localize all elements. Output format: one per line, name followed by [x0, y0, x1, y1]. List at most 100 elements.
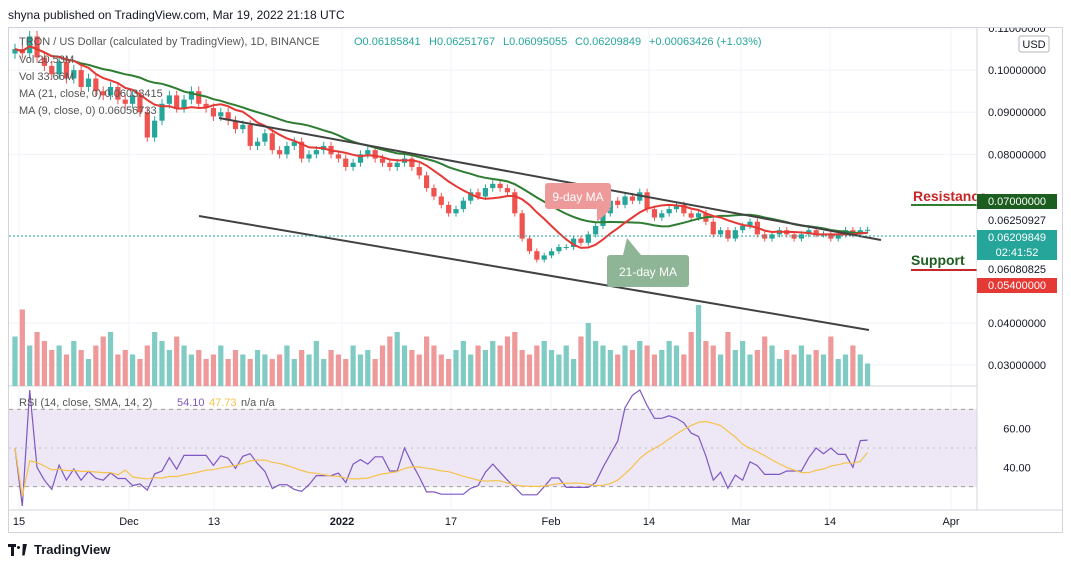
volume-bar	[357, 354, 364, 386]
time-axis[interactable]: 15 Dec 13 2022 17 Feb 14 Mar 14 Apr	[13, 516, 960, 528]
candle-body	[12, 49, 18, 54]
candle-body	[254, 141, 261, 146]
price-tag-2-text: 0.06080825	[988, 264, 1046, 276]
candle-body	[519, 213, 525, 239]
candle-body	[585, 234, 591, 243]
chart-canvas[interactable]: 9-day MA 21-day MA Resistance Support 0.…	[9, 23, 1062, 532]
time-tick-label: 17	[445, 516, 457, 528]
candle-body	[490, 183, 496, 189]
volume-bar	[622, 345, 628, 386]
vol1-label: Vol 20.53M	[19, 54, 74, 66]
candle-body	[424, 175, 430, 189]
candle-body	[813, 230, 819, 235]
volume-bar	[571, 359, 577, 386]
volume-bar	[291, 359, 297, 386]
candle-body	[468, 192, 474, 201]
candle-body	[482, 188, 488, 197]
volume-bar	[835, 359, 841, 386]
volume-bar	[350, 345, 356, 386]
ma9-callout: 9-day MA	[545, 183, 611, 222]
volume-bar	[328, 350, 334, 386]
candle-body	[622, 196, 628, 205]
rsi-na: n/a n/a	[241, 397, 276, 409]
price-tag-2: 0.06080825	[977, 262, 1057, 277]
candle-body	[196, 91, 202, 104]
volume-bar	[277, 354, 283, 386]
volume-bar	[446, 359, 452, 386]
volume-bar	[806, 354, 812, 386]
volume-bar	[629, 350, 635, 386]
candle-body	[152, 120, 158, 138]
volume-bar	[740, 341, 746, 386]
support-label: Support	[911, 252, 965, 268]
volume-bar	[541, 341, 547, 386]
volume-bar	[78, 350, 84, 386]
candle-body	[548, 251, 555, 256]
volume-bar	[115, 354, 121, 386]
volume-bar	[512, 332, 518, 386]
publisher-header: shyna published on TradingView.com, Mar …	[8, 8, 345, 22]
volume-bar	[600, 345, 606, 386]
volume-bar	[526, 354, 533, 386]
candle-body	[269, 133, 275, 151]
volume-bar	[556, 354, 562, 386]
candle-body	[306, 154, 312, 159]
volume-bar	[460, 341, 466, 386]
volume-bar	[762, 336, 768, 386]
resistance-price-tag: 0.07000000	[977, 194, 1057, 209]
volume-bar	[130, 354, 136, 386]
candle-body	[56, 61, 62, 75]
candle-body	[225, 112, 231, 121]
change-value: +0.00063426 (+1.03%)	[649, 36, 762, 48]
volume-bar	[490, 341, 496, 386]
rsi-line	[14, 389, 868, 507]
volume-bar	[313, 341, 319, 386]
volume-bar	[107, 332, 114, 386]
candle-body	[137, 95, 143, 113]
ma9-line	[14, 45, 868, 249]
candle-body	[115, 86, 121, 100]
price-tick-label: 0.11000000	[988, 28, 1045, 35]
candle-body	[732, 230, 738, 239]
volume-bar	[475, 345, 481, 386]
volume-bar	[593, 341, 599, 386]
ma9-legend: MA (9, close, 0) 0.06056733	[19, 105, 157, 117]
resistance-label: Resistance	[913, 188, 987, 204]
candle-body	[85, 78, 92, 87]
candle-body	[130, 95, 136, 104]
candle-body	[762, 234, 768, 239]
candle-body	[284, 145, 290, 155]
volume-bar	[247, 359, 253, 386]
candle-body	[615, 200, 621, 205]
volume-bar	[710, 345, 716, 386]
rsi-axis[interactable]: 60.00 40.00	[1003, 424, 1031, 475]
volume-bar	[49, 350, 55, 386]
volume-bar	[262, 354, 268, 386]
volume-bar	[409, 350, 415, 386]
volume-bar	[828, 336, 834, 386]
volume-bar	[453, 350, 459, 386]
candles	[12, 30, 871, 263]
support-price: 0.05400000	[988, 280, 1046, 292]
high-value: H0.06251767	[429, 36, 495, 48]
time-tick-label: Feb	[542, 516, 561, 528]
volume-bar	[431, 345, 437, 386]
candle-body	[563, 247, 569, 249]
chart-frame: 9-day MA 21-day MA Resistance Support 0.…	[8, 23, 1063, 533]
candle-body	[372, 150, 378, 159]
volume-bar	[93, 345, 99, 386]
volume-bar	[754, 350, 760, 386]
volume-bar	[776, 359, 782, 386]
candle-body	[593, 225, 599, 235]
volume-bar	[365, 350, 371, 386]
time-tick-label: 2022	[330, 516, 354, 528]
volume-bar	[548, 350, 555, 386]
currency-badge[interactable]	[1018, 35, 1050, 53]
volume-bar	[578, 336, 584, 386]
price-tick-label: 0.04000000	[988, 318, 1046, 330]
brand-name: TradingView	[34, 542, 111, 557]
candle-body	[865, 229, 871, 231]
candle-body	[262, 133, 268, 142]
tradingview-footer[interactable]: TradingView	[8, 542, 110, 557]
candle-body	[497, 183, 503, 189]
